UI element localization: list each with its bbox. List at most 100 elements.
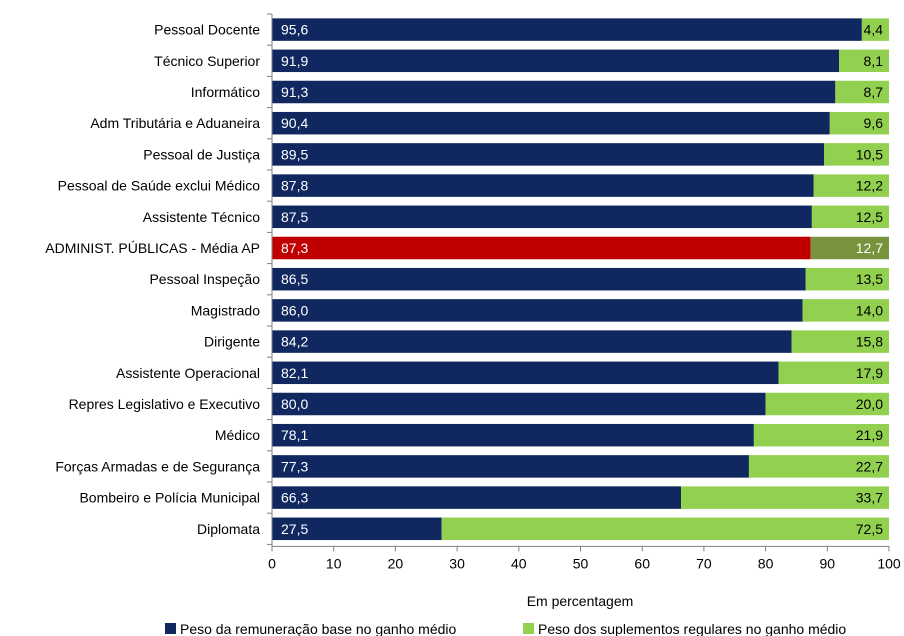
bar-base-8: [272, 267, 806, 291]
value-label-supplement-8: 13,5: [856, 271, 883, 287]
bar-supplement-2: [835, 80, 889, 104]
category-label-7: ADMINIST. PÚBLICAS - Média AP: [45, 240, 260, 256]
bar-supplement-4: [824, 143, 889, 166]
bar-supplement-8: [805, 267, 889, 291]
bar-base-3: [272, 111, 830, 135]
bar-supplement-5: [813, 174, 889, 197]
legend-swatch-supplements: [523, 623, 534, 634]
bar-base-11: [272, 361, 779, 385]
x-tick-label-6: 60: [634, 555, 650, 571]
value-label-supplement-7: 12,7: [856, 240, 883, 256]
bar-supplement-9: [802, 299, 889, 322]
bar-supplement-15: [681, 486, 889, 509]
value-label-base-16: 27,5: [281, 521, 308, 537]
bar-base-13: [272, 423, 754, 447]
value-label-supplement-6: 12,5: [856, 209, 883, 225]
value-label-base-1: 91,9: [281, 53, 308, 69]
bar-base-14: [272, 455, 749, 478]
category-label-4: Pessoal de Justiça: [143, 146, 260, 162]
legend-swatch-base: [165, 623, 176, 634]
category-label-1: Técnico Superior: [154, 53, 260, 69]
bar-supplement-14: [748, 455, 889, 478]
category-label-10: Dirigente: [204, 334, 260, 350]
bar-supplement-7: [810, 236, 889, 260]
category-label-14: Forças Armadas e de Segurança: [55, 458, 260, 474]
category-label-0: Pessoal Docente: [154, 22, 260, 38]
value-label-supplement-13: 21,9: [856, 427, 883, 443]
value-label-base-0: 95,6: [281, 22, 308, 38]
value-label-supplement-1: 8,1: [864, 53, 884, 69]
value-label-supplement-5: 12,2: [856, 178, 883, 194]
category-label-15: Bombeiro e Polícia Municipal: [79, 490, 260, 506]
value-label-supplement-14: 22,7: [856, 458, 883, 474]
value-label-supplement-9: 14,0: [856, 302, 883, 318]
value-label-base-14: 77,3: [281, 458, 308, 474]
value-label-base-4: 89,5: [281, 146, 308, 162]
category-label-16: Diplomata: [197, 521, 260, 537]
bars-group: 95,6 4,4 91,9 8,1 91,3 8,7 90,4 9,6 89,5 10,5 87,8…: [272, 18, 889, 541]
value-label-supplement-16: 72,5: [856, 521, 883, 537]
bar-base-1: [272, 49, 840, 73]
value-label-supplement-15: 33,7: [856, 490, 883, 506]
value-label-base-8: 86,5: [281, 271, 308, 287]
bar-base-10: [272, 330, 792, 353]
category-label-9: Magistrado: [191, 302, 260, 318]
value-label-base-9: 86,0: [281, 302, 308, 318]
value-label-base-5: 87,8: [281, 178, 308, 194]
bar-base-9: [272, 299, 803, 322]
bar-base-16: [272, 517, 442, 541]
category-label-12: Repres Legislativo e Executivo: [69, 396, 261, 412]
category-label-13: Médico: [215, 427, 260, 443]
x-tick-label-5: 50: [573, 555, 589, 571]
category-label-2: Informático: [191, 84, 260, 100]
value-label-base-6: 87,5: [281, 209, 308, 225]
bar-base-6: [272, 205, 812, 229]
value-label-supplement-10: 15,8: [856, 334, 883, 350]
x-tick-label-3: 30: [449, 555, 465, 571]
legend-label-supplements: Peso dos suplementos regulares no ganho …: [538, 621, 846, 636]
category-label-5: Pessoal de Saúde exclui Médico: [58, 178, 261, 194]
bar-supplement-13: [753, 423, 889, 447]
value-label-base-7: 87,3: [281, 240, 308, 256]
bar-supplement-3: [829, 111, 889, 135]
bar-supplement-10: [791, 330, 889, 353]
bar-base-2: [272, 80, 836, 104]
x-tick-label-7: 70: [696, 555, 712, 571]
x-tick-label-10: 100: [877, 555, 901, 571]
value-label-supplement-4: 10,5: [856, 146, 883, 162]
value-label-base-12: 80,0: [281, 396, 308, 412]
value-label-base-11: 82,1: [281, 365, 308, 381]
bar-supplement-6: [811, 205, 889, 229]
bar-base-4: [272, 143, 825, 166]
x-axis-title: Em percentagem: [527, 593, 634, 609]
x-axis: 0 10 20 30 40 50 60 70 80 90 100: [267, 13, 901, 571]
x-tick-label-9: 90: [820, 555, 836, 571]
x-tick-label-2: 20: [388, 555, 404, 571]
bar-supplement-16: [441, 517, 889, 541]
value-label-supplement-3: 9,6: [864, 115, 884, 131]
bar-base-5: [272, 174, 814, 197]
legend-label-base: Peso da remuneração base no ganho médio: [180, 621, 457, 636]
value-label-supplement-2: 8,7: [864, 84, 884, 100]
x-tick-label-4: 40: [511, 555, 527, 571]
category-label-3: Adm Tributária e Aduaneira: [90, 115, 260, 131]
bar-base-12: [272, 392, 766, 416]
bar-base-15: [272, 486, 682, 509]
value-label-base-15: 66,3: [281, 490, 308, 506]
value-label-supplement-0: 4,4: [864, 22, 884, 38]
x-tick-label-1: 10: [326, 555, 342, 571]
value-label-base-2: 91,3: [281, 84, 308, 100]
bar-supplement-12: [765, 392, 889, 416]
bar-supplement-0: [861, 18, 889, 41]
value-label-supplement-12: 20,0: [856, 396, 883, 412]
bar-base-7: [272, 236, 811, 260]
category-label-8: Pessoal Inspeção: [149, 271, 260, 287]
value-label-supplement-11: 17,9: [856, 365, 883, 381]
value-label-base-10: 84,2: [281, 334, 308, 350]
category-labels: Pessoal Docente Técnico Superior Informáti…: [45, 22, 260, 537]
legend: Peso da remuneração base no ganho médio …: [165, 621, 846, 636]
bar-supplement-1: [839, 49, 889, 73]
x-tick-label-0: 0: [268, 555, 276, 571]
x-tick-label-8: 80: [758, 555, 774, 571]
